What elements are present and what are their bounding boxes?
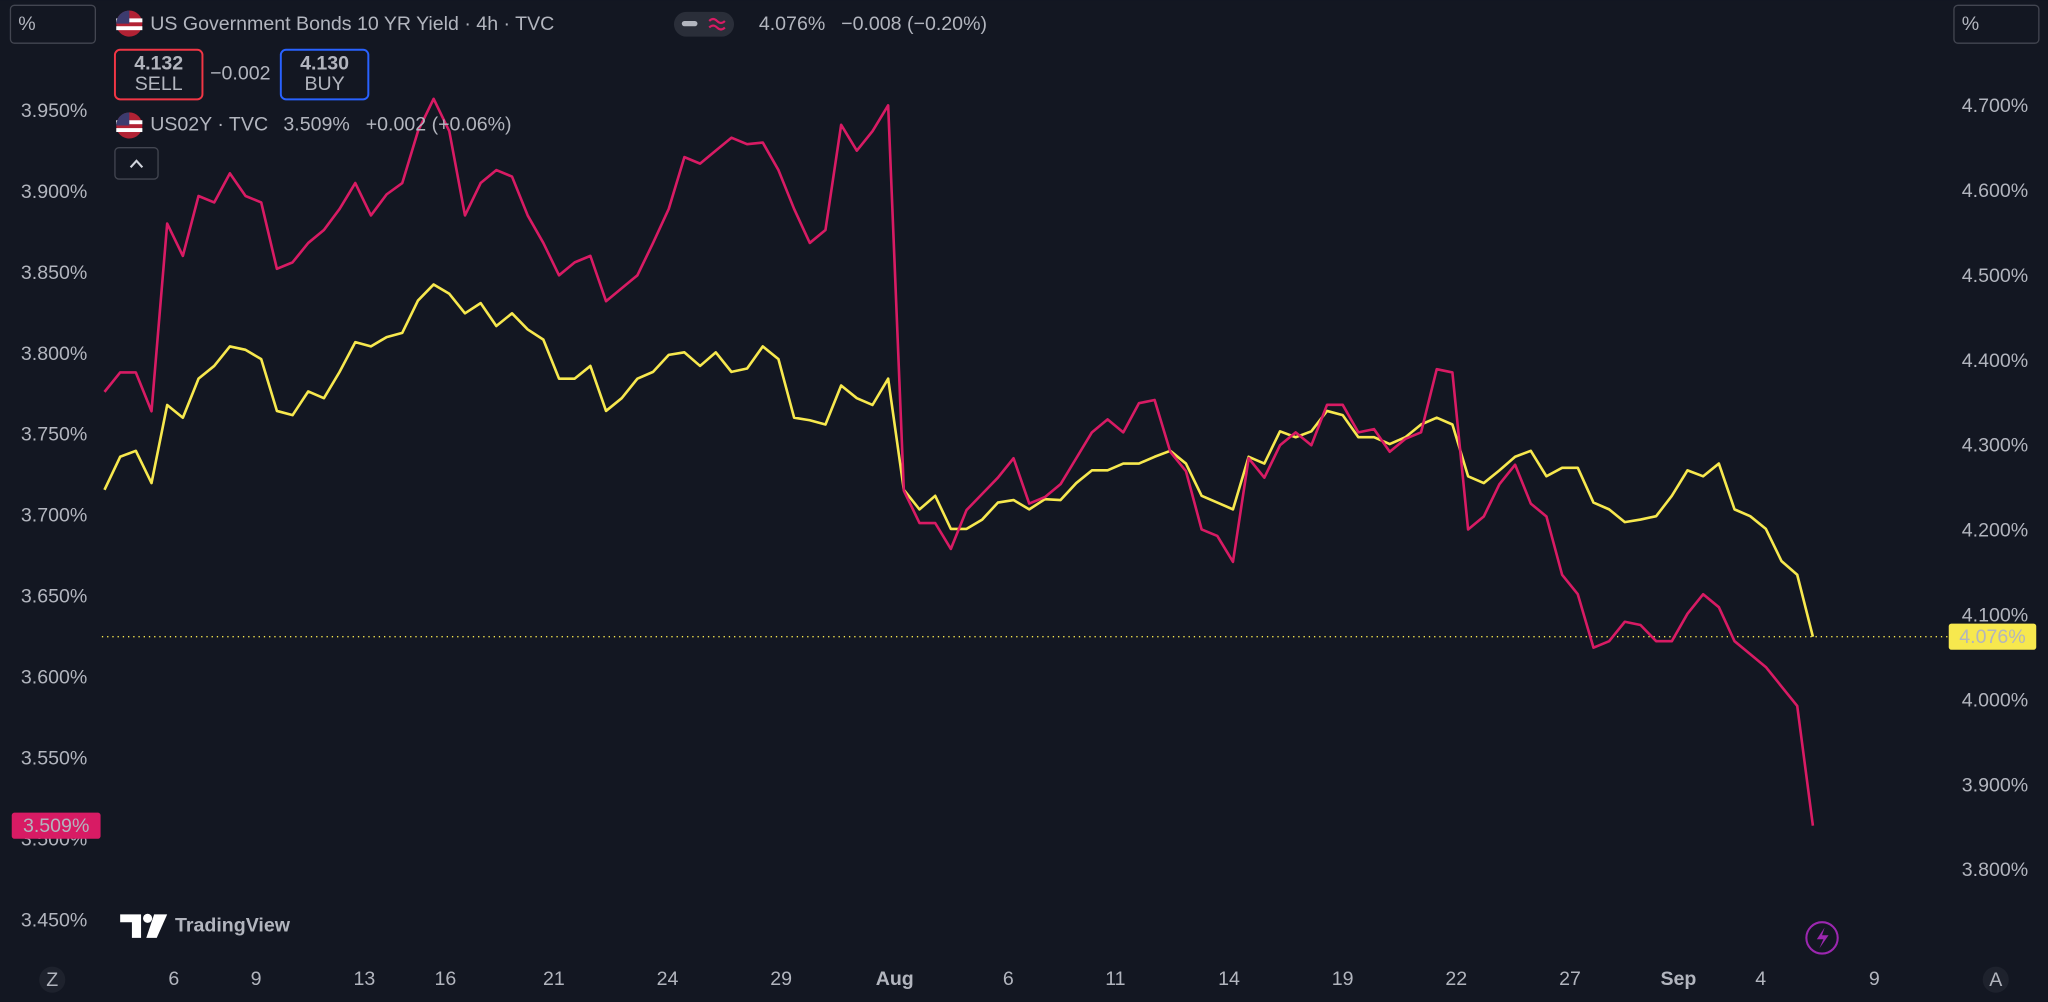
y-tick-label: 3.750% (21, 424, 87, 446)
y2-tick-label: 4.300% (1962, 435, 2028, 457)
y2-tick-label: 4.500% (1962, 265, 2028, 287)
y2-tick-label: 4.400% (1962, 350, 2028, 372)
x-tick-label: 4 (1755, 968, 1766, 990)
collapse-icon (129, 159, 144, 168)
corner-button-label[interactable]: A (1989, 969, 2003, 991)
legend-title[interactable]: US02Y · TVC (150, 114, 268, 136)
scale-button[interactable] (9, 4, 96, 44)
toggle-icon (681, 21, 698, 27)
x-tick-label: 27 (1559, 968, 1581, 990)
alert-icon[interactable] (1805, 921, 1839, 955)
x-tick-label: 24 (657, 968, 679, 990)
y-tick-label: 3.650% (21, 586, 87, 608)
y-tick-label: 3.550% (21, 748, 87, 770)
x-tick-label: 9 (251, 968, 262, 990)
brand-name: TradingView (175, 914, 291, 936)
buy-price[interactable]: 4.130 (300, 52, 349, 74)
scale-button-label[interactable]: % (1962, 13, 1979, 35)
series-line (103, 97, 1815, 826)
legend-change: +0.002 (+0.06%) (366, 114, 512, 136)
price-badge (11, 812, 101, 839)
toggle[interactable] (673, 11, 735, 37)
sell-label[interactable]: SELL (135, 73, 183, 95)
x-tick-label: 22 (1445, 968, 1467, 990)
x-tick-label: 13 (353, 968, 375, 990)
collapse-button[interactable] (114, 147, 159, 180)
alert-bolt (1816, 927, 1829, 949)
price-badge-label: 3.509% (23, 815, 89, 837)
corner-button[interactable] (39, 966, 66, 993)
y2-tick-label: 4.200% (1962, 520, 2028, 542)
y-tick-label: 3.800% (21, 343, 87, 365)
y2-tick-label: 4.700% (1962, 95, 2028, 117)
legend-change: −0.008 (−0.20%) (841, 13, 987, 35)
legend-last: 4.076% (759, 13, 825, 35)
plot-area (101, 97, 1954, 826)
x-tick-label: 19 (1332, 968, 1354, 990)
y2-tick-label: 3.800% (1962, 859, 2028, 881)
legend-title[interactable]: US Government Bonds 10 YR Yield · 4h · T… (150, 13, 554, 35)
sell-button[interactable] (113, 48, 204, 101)
flag-icon (116, 112, 143, 139)
y2-tick-label: 3.900% (1962, 774, 2028, 796)
scale-button-label[interactable]: % (18, 13, 35, 35)
x-tick-label: Sep (1660, 968, 1696, 990)
y-tick-label: 3.700% (21, 505, 87, 527)
x-tick-label: 29 (770, 968, 792, 990)
corner-button-label[interactable]: Z (46, 969, 58, 991)
x-tick-label: 14 (1218, 968, 1240, 990)
toggle-icon (708, 18, 726, 31)
y2-tick-label: 4.100% (1962, 605, 2028, 627)
buy-button[interactable] (279, 48, 370, 101)
x-tick-label: 16 (434, 968, 456, 990)
y-tick-label: 3.600% (21, 667, 87, 689)
corner-button[interactable] (1982, 966, 2009, 993)
y2-tick-label: 4.600% (1962, 180, 2028, 202)
x-tick-label: 21 (543, 968, 565, 990)
y-tick-label: 3.450% (21, 909, 87, 931)
price-badge-label: 4.076% (1959, 626, 2025, 648)
x-tick-label: 6 (1003, 968, 1014, 990)
y-tick-label: 3.900% (21, 181, 87, 203)
buy-label[interactable]: BUY (304, 73, 344, 95)
y2-tick-label: 4.000% (1962, 689, 2028, 711)
brand-logo (120, 913, 168, 938)
x-tick-label: 9 (1869, 968, 1880, 990)
x-tick-label: Aug (876, 968, 914, 990)
scale-button[interactable] (1953, 4, 2040, 44)
x-tick-label: 6 (168, 968, 179, 990)
sell-price[interactable]: 4.132 (134, 52, 183, 74)
price-badge (1948, 623, 2037, 650)
legend-last: 3.509% (283, 114, 349, 136)
y-tick-label: 3.850% (21, 262, 87, 284)
x-tick-label: 11 (1105, 968, 1125, 990)
spread: −0.002 (210, 63, 270, 85)
flag-icon (116, 10, 143, 37)
y-tick-label: 3.950% (21, 100, 87, 122)
